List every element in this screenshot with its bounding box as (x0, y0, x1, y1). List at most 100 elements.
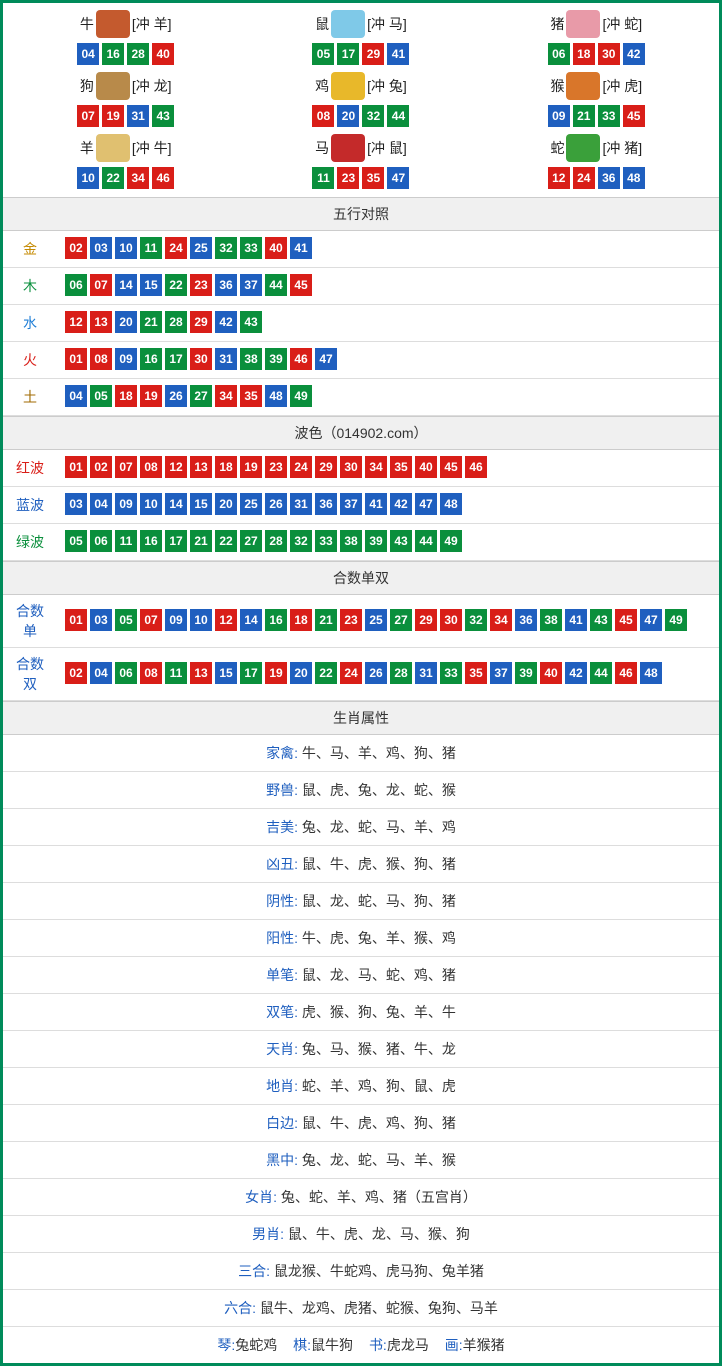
number-ball: 39 (265, 348, 287, 370)
zodiac-name: 鼠 (315, 14, 329, 34)
number-ball: 40 (152, 43, 174, 65)
number-ball: 33 (240, 237, 262, 259)
attr-key: 白边: (266, 1115, 298, 1131)
number-ball: 03 (90, 609, 112, 631)
number-ball: 20 (215, 493, 237, 515)
number-ball: 38 (540, 609, 562, 631)
zodiac-top: 马 [冲 鼠] (246, 131, 475, 165)
number-ball: 46 (290, 348, 312, 370)
zodiac-name: 鸡 (315, 76, 329, 96)
number-ball: 31 (215, 348, 237, 370)
bottom-key: 书: (369, 1337, 387, 1353)
zodiac-conflict: [冲 牛] (132, 138, 172, 158)
row-balls: 05061116172122272832333839434449 (57, 524, 719, 561)
zodiac-conflict: [冲 兔] (367, 76, 407, 96)
number-ball: 06 (65, 274, 87, 296)
attr-row: 单笔: 鼠、龙、马、蛇、鸡、猪 (3, 957, 719, 994)
zodiac-name: 马 (315, 138, 329, 158)
zodiac-icon (96, 134, 130, 162)
row-label: 绿波 (3, 524, 57, 561)
number-ball: 23 (190, 274, 212, 296)
zodiac-name: 猪 (550, 14, 564, 34)
number-ball: 09 (165, 609, 187, 631)
attr-key: 凶丑: (266, 856, 298, 872)
number-ball: 04 (90, 493, 112, 515)
number-ball: 23 (340, 609, 362, 631)
bottom-val: 羊猴猪 (463, 1337, 505, 1353)
number-ball: 06 (115, 662, 137, 684)
attr-val: 鼠牛、龙鸡、虎猪、蛇猴、兔狗、马羊 (256, 1300, 498, 1316)
number-ball: 10 (77, 167, 99, 189)
number-ball: 11 (140, 237, 162, 259)
number-ball: 17 (165, 348, 187, 370)
number-ball: 44 (415, 530, 437, 552)
number-ball: 28 (265, 530, 287, 552)
number-ball: 06 (90, 530, 112, 552)
number-ball: 27 (190, 385, 212, 407)
number-ball: 29 (415, 609, 437, 631)
row-balls: 02031011242532334041 (57, 231, 719, 268)
heshu-table: 合数单 010305070910121416182123252729303234… (3, 595, 719, 701)
number-ball: 28 (390, 662, 412, 684)
attr-key: 女肖: (245, 1189, 277, 1205)
zodiac-cell: 猴 [冲 虎] 09213345 (482, 69, 711, 127)
number-ball: 23 (337, 167, 359, 189)
main-container: 牛 [冲 羊] 04162840 鼠 [冲 马] 05172941 猪 [冲 蛇… (0, 0, 722, 1366)
zodiac-icon (566, 10, 600, 38)
number-ball: 26 (165, 385, 187, 407)
number-ball: 30 (190, 348, 212, 370)
number-ball: 25 (240, 493, 262, 515)
number-ball: 37 (490, 662, 512, 684)
number-ball: 15 (215, 662, 237, 684)
attr-row: 女肖: 兔、蛇、羊、鸡、猪（五宫肖） (3, 1179, 719, 1216)
zodiac-balls: 12243648 (482, 167, 711, 189)
number-ball: 41 (387, 43, 409, 65)
number-ball: 32 (290, 530, 312, 552)
row-balls: 0102070812131819232429303435404546 (57, 450, 719, 487)
table-row: 合数双 020406081113151719202224262831333537… (3, 648, 719, 701)
zodiac-conflict: [冲 蛇] (602, 14, 642, 34)
bottom-key: 棋: (293, 1337, 311, 1353)
number-ball: 13 (190, 456, 212, 478)
row-balls: 0103050709101214161821232527293032343638… (57, 595, 719, 648)
zodiac-icon (96, 10, 130, 38)
number-ball: 31 (415, 662, 437, 684)
number-ball: 28 (165, 311, 187, 333)
number-ball: 20 (115, 311, 137, 333)
number-ball: 40 (415, 456, 437, 478)
zodiac-icon (566, 134, 600, 162)
zodiac-cell: 鸡 [冲 兔] 08203244 (246, 69, 475, 127)
zodiac-top: 蛇 [冲 猪] (482, 131, 711, 165)
number-ball: 28 (127, 43, 149, 65)
number-ball: 08 (312, 105, 334, 127)
number-ball: 15 (190, 493, 212, 515)
number-ball: 34 (215, 385, 237, 407)
zodiac-grid: 牛 [冲 羊] 04162840 鼠 [冲 马] 05172941 猪 [冲 蛇… (3, 3, 719, 197)
number-ball: 49 (290, 385, 312, 407)
zodiac-icon (331, 134, 365, 162)
number-ball: 13 (190, 662, 212, 684)
attr-key: 三合: (238, 1263, 270, 1279)
zodiac-top: 鼠 [冲 马] (246, 7, 475, 41)
number-ball: 02 (65, 662, 87, 684)
row-label: 合数双 (3, 648, 57, 701)
zodiac-balls: 07193143 (11, 105, 240, 127)
number-ball: 41 (290, 237, 312, 259)
zodiac-top: 猴 [冲 虎] (482, 69, 711, 103)
attr-row: 凶丑: 鼠、牛、虎、猴、狗、猪 (3, 846, 719, 883)
zodiac-cell: 牛 [冲 羊] 04162840 (11, 7, 240, 65)
attr-row: 白边: 鼠、牛、虎、鸡、狗、猪 (3, 1105, 719, 1142)
row-label: 火 (3, 342, 57, 379)
number-ball: 38 (340, 530, 362, 552)
number-ball: 43 (390, 530, 412, 552)
number-ball: 47 (315, 348, 337, 370)
attr-row: 双笔: 虎、猴、狗、兔、羊、牛 (3, 994, 719, 1031)
bottom-item: 画:羊猴猪 (445, 1337, 505, 1353)
number-ball: 21 (573, 105, 595, 127)
zodiac-top: 狗 [冲 龙] (11, 69, 240, 103)
attr-key: 地肖: (266, 1078, 298, 1094)
attr-header: 生肖属性 (3, 701, 719, 735)
number-ball: 35 (240, 385, 262, 407)
number-ball: 43 (152, 105, 174, 127)
number-ball: 08 (140, 662, 162, 684)
